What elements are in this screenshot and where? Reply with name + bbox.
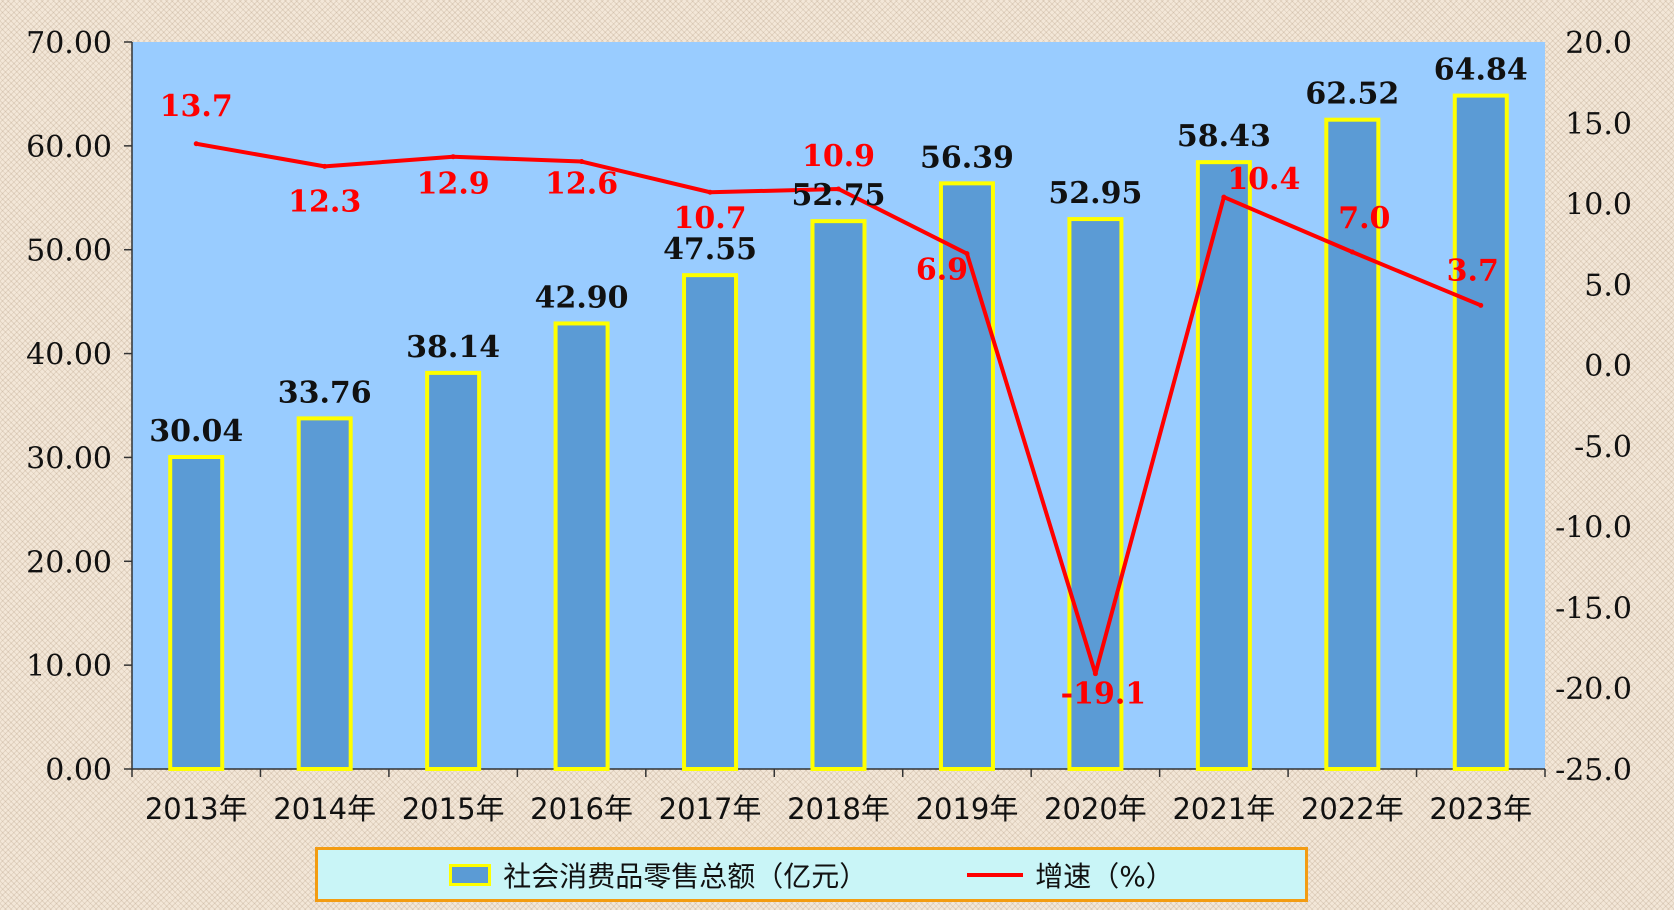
bar	[1195, 160, 1252, 771]
bar-series	[168, 93, 1509, 772]
growth-point	[1478, 302, 1484, 308]
line-data-labels: 13.7 12.3 12.9 12.6 10.7 10.9 6.9 -19.1 10.4 7.0 3…	[160, 89, 1499, 712]
growth-value-label: 12.6	[545, 167, 618, 202]
x-tick-label: 2016年	[530, 792, 633, 826]
legend: 社会消费品零售总额（亿元） 增速（%）	[315, 847, 1308, 902]
growth-point	[707, 189, 713, 195]
growth-value-label: 10.4	[1227, 162, 1300, 197]
growth-value-label: -19.1	[1061, 677, 1147, 712]
left-tick-label: 40.00	[26, 338, 112, 373]
growth-value-label: 7.0	[1338, 201, 1390, 236]
x-tick-label: 2021年	[1172, 792, 1275, 826]
growth-point	[1221, 194, 1227, 200]
left-tick-label: 20.00	[26, 545, 112, 580]
x-axis: 2013年 2014年 2015年 2016年 2017年 2018年 2019年 2020年…	[131, 768, 1546, 826]
bar-value-label: 30.04	[149, 414, 243, 449]
x-tick-label: 2019年	[916, 792, 1019, 826]
legend-item-line: 增速（%）	[967, 855, 1174, 895]
bar-value-label: 33.76	[278, 375, 372, 410]
growth-value-label: 12.9	[417, 167, 490, 202]
bar-value-label: 56.39	[920, 140, 1014, 175]
growth-point	[322, 163, 328, 169]
x-tick-label: 2017年	[659, 792, 762, 826]
bar-value-label: 52.95	[1048, 176, 1142, 211]
right-tick-label: 15.0	[1565, 107, 1632, 142]
bar	[938, 181, 995, 772]
left-tick-label: 0.00	[45, 753, 112, 788]
right-tick-label: 5.0	[1584, 268, 1632, 303]
growth-point	[1349, 249, 1355, 255]
growth-value-label: 6.9	[916, 253, 968, 288]
growth-value-label: 12.3	[288, 184, 361, 219]
right-tick-label: -5.0	[1574, 430, 1632, 465]
growth-point	[836, 186, 841, 192]
bar-value-label: 64.84	[1434, 53, 1528, 88]
right-y-axis: -25.0 -20.0 -15.0 -10.0 -5.0 0.0 5.0 10.0 15.0 20…	[1555, 26, 1632, 788]
bar	[810, 219, 867, 771]
x-tick-label: 2014年	[273, 792, 376, 826]
legend-bar-swatch	[449, 863, 492, 886]
growth-point	[450, 154, 456, 160]
left-tick-label: 70.00	[26, 26, 112, 61]
left-tick-label: 30.00	[26, 441, 112, 476]
right-tick-label: 10.0	[1565, 188, 1632, 223]
bar-value-label: 42.90	[535, 280, 629, 315]
bar	[553, 321, 610, 771]
bar	[425, 370, 482, 771]
growth-point	[1092, 671, 1098, 677]
bar	[296, 416, 353, 771]
x-tick-label: 2018年	[787, 792, 890, 826]
left-tick-label: 10.00	[26, 649, 112, 684]
x-tick-label: 2013年	[145, 792, 248, 826]
bar	[1452, 93, 1509, 772]
right-tick-label: -25.0	[1555, 753, 1632, 788]
growth-point	[579, 159, 585, 165]
bar-value-label: 62.52	[1305, 77, 1399, 112]
line-series	[193, 141, 1484, 677]
right-tick-label: -20.0	[1555, 672, 1632, 707]
bar-value-label: 52.75	[792, 178, 886, 213]
right-tick-label: -10.0	[1555, 511, 1632, 546]
bar	[1067, 217, 1124, 772]
legend-line-swatch	[967, 872, 1024, 877]
legend-bar-label: 社会消费品零售总额（亿元）	[503, 859, 868, 893]
growth-point	[193, 141, 199, 147]
left-y-axis: 0.00 10.00 20.00 30.00 40.00 50.00 60.00 70.00	[26, 26, 133, 788]
legend-item-bar: 社会消费品零售总额（亿元）	[449, 855, 867, 895]
right-tick-label: -15.0	[1555, 591, 1632, 626]
left-tick-label: 50.00	[26, 234, 112, 269]
bar-value-label: 58.43	[1177, 119, 1271, 154]
x-tick-label: 2015年	[402, 792, 505, 826]
bar	[1324, 117, 1381, 772]
bar	[168, 455, 225, 771]
x-tick-label: 2022年	[1301, 792, 1404, 826]
growth-value-label: 3.7	[1447, 253, 1499, 288]
x-tick-label: 2020年	[1044, 792, 1147, 826]
bar-value-label: 38.14	[406, 330, 500, 365]
right-tick-label: 0.0	[1584, 349, 1632, 384]
right-tick-label: 20.0	[1565, 26, 1632, 61]
growth-value-label: 10.7	[674, 201, 747, 236]
growth-value-label: 13.7	[160, 89, 233, 124]
growth-value-label: 10.9	[802, 139, 875, 174]
x-tick-label: 2023年	[1429, 792, 1532, 826]
left-tick-label: 60.00	[26, 130, 112, 165]
legend-line-label: 增速（%）	[1035, 859, 1174, 893]
bar-data-labels: 30.04 33.76 38.14 42.90 47.55 52.75 56.39 52.95…	[149, 53, 1527, 449]
bar	[682, 273, 739, 771]
growth-point	[964, 251, 970, 257]
bar-value-label: 47.55	[663, 232, 757, 267]
